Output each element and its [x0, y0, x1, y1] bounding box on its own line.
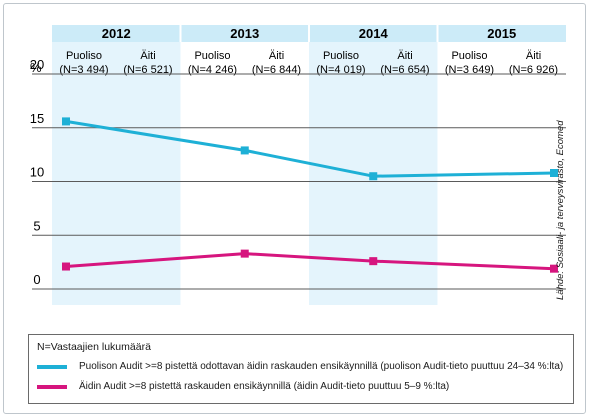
data-point-spouse-2013 — [240, 146, 249, 155]
group-n-2014-mother: (N=6 654) — [380, 64, 429, 76]
group-n-2013-spouse: (N=4 246) — [188, 64, 237, 76]
data-point-mother-2012 — [62, 262, 70, 271]
year-label-2013: 2013 — [230, 26, 259, 41]
group-n-2014-spouse: (N=4 019) — [316, 64, 365, 76]
group-name-2014-spouse: Puoliso — [323, 50, 359, 62]
year-label-2015: 2015 — [487, 26, 516, 41]
group-name-2014-mother: Äiti — [397, 50, 412, 62]
data-point-mother-2015 — [550, 264, 558, 273]
legend-swatch-mother — [37, 384, 67, 389]
group-name-2015-mother: Äiti — [526, 50, 541, 62]
year-label-2014: 2014 — [359, 26, 389, 41]
legend-note: N=Vastaajien lukumäärä — [37, 341, 151, 353]
source-note: Lähde: Sosiaali- ja terveysvirasto, Ecom… — [555, 120, 566, 300]
data-point-spouse-2015 — [550, 169, 558, 177]
data-point-mother-2014 — [369, 257, 378, 266]
legend-item-mother: Äidin Audit >=8 pistettä raskauden ensik… — [37, 381, 449, 392]
group-n-2015-spouse: (N=3 649) — [445, 64, 494, 76]
legend: N=Vastaajien lukumäärä Puolison Audit >=… — [28, 334, 574, 404]
series-line-mother — [65, 252, 555, 271]
group-n-2012-spouse: (N=3 494) — [59, 64, 108, 76]
y-tick-20: 20 — [30, 57, 44, 72]
chart-frame — [3, 3, 586, 414]
group-n-2015-mother: (N=6 926) — [509, 64, 558, 76]
y-tick-5: 5 — [33, 218, 40, 233]
group-name-2013-mother: Äiti — [269, 50, 284, 62]
y-tick-15: 15 — [30, 111, 44, 126]
y-axis-unit: % — [30, 60, 42, 75]
legend-label-spouse: Puolison Audit >=8 pistettä odottavan äi… — [79, 361, 564, 372]
y-tick-0: 0 — [33, 272, 40, 287]
data-point-spouse-2012 — [62, 117, 70, 126]
legend-label-mother: Äidin Audit >=8 pistettä raskauden ensik… — [79, 381, 450, 392]
data-point-spouse-2014 — [369, 172, 378, 181]
group-n-2012-mother: (N=6 521) — [123, 64, 172, 76]
series-line-spouse — [65, 119, 555, 178]
group-name-2015-spouse: Puoliso — [451, 50, 487, 62]
legend-item-spouse: Puolison Audit >=8 pistettä odottavan äi… — [37, 361, 563, 372]
group-name-2013-spouse: Puoliso — [194, 50, 230, 62]
y-tick-10: 10 — [30, 165, 44, 180]
group-name-2012-mother: Äiti — [140, 50, 155, 62]
group-n-2013-mother: (N=6 844) — [252, 64, 301, 76]
group-name-2012-spouse: Puoliso — [66, 50, 102, 62]
legend-swatch-spouse — [37, 364, 67, 369]
data-point-mother-2013 — [240, 249, 249, 258]
year-label-2012: 2012 — [102, 26, 131, 41]
